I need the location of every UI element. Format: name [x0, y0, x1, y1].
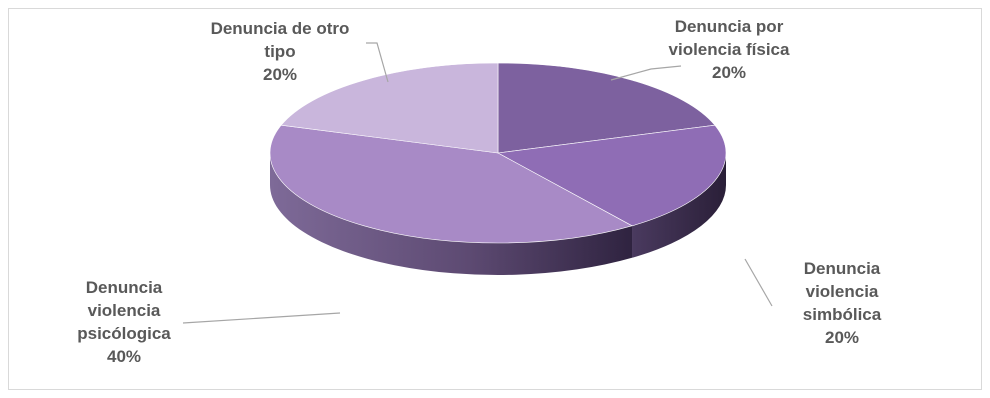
- data-labels: Denuncia por violencia física 20% Denuncia v…: [77, 17, 882, 366]
- category-label: Denuncia: [86, 278, 163, 297]
- leader-line-2: [744, 258, 773, 307]
- pie-side-2: [632, 153, 726, 258]
- category-label: tipo: [264, 42, 295, 61]
- category-label: Denuncia: [804, 259, 881, 278]
- category-label: violencia: [88, 301, 161, 320]
- leader-lines: [182, 42, 773, 324]
- category-label: Denuncia por: [675, 17, 784, 36]
- pie-slice-3: [269, 124, 633, 244]
- pie-sides: [270, 153, 726, 275]
- pie-slice-1: [497, 62, 716, 154]
- category-label: psicólogica: [77, 324, 171, 343]
- category-label: simbólica: [803, 305, 882, 324]
- percent-label: 40%: [107, 347, 141, 366]
- data-label-2: Denuncia violencia simbólica 20%: [803, 259, 882, 347]
- data-label-1: Denuncia por violencia física 20%: [669, 17, 790, 82]
- percent-label: 20%: [825, 328, 859, 347]
- leader-line-4: [366, 42, 389, 83]
- leader-line-3: [182, 312, 341, 324]
- pie-side-3: [270, 153, 633, 275]
- category-label: violencia física: [669, 40, 790, 59]
- percent-label: 20%: [712, 63, 746, 82]
- percent-label: 20%: [263, 65, 297, 84]
- pie-slice-2: [497, 124, 727, 227]
- leader-line-1: [610, 65, 682, 81]
- category-label: violencia: [806, 282, 879, 301]
- data-label-3: Denuncia violencia psicólogica 40%: [77, 278, 171, 366]
- data-label-4: Denuncia de otro tipo 20%: [211, 19, 350, 84]
- pie-slices: [269, 62, 727, 244]
- pie-slice-4: [280, 62, 499, 154]
- category-label: Denuncia de otro: [211, 19, 350, 38]
